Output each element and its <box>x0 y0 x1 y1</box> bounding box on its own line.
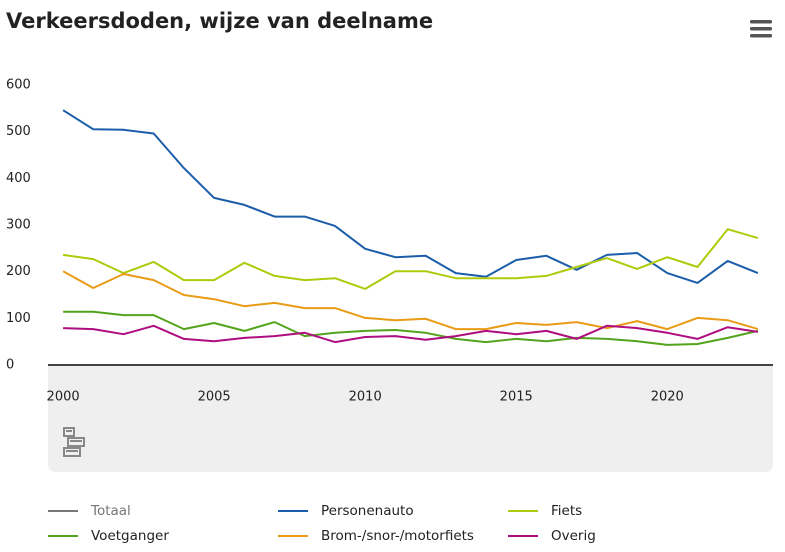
legend-label[interactable]: Fiets <box>551 503 582 519</box>
logo <box>63 427 85 457</box>
series-line <box>62 270 759 331</box>
series-line <box>62 109 759 284</box>
legend-label[interactable]: Personenauto <box>321 503 414 519</box>
series-line <box>63 324 759 344</box>
series-line <box>62 228 759 290</box>
y-tick-label: 200 <box>6 264 31 279</box>
y-tick-label: 100 <box>6 311 31 326</box>
x-tick-label: 2020 <box>651 390 684 405</box>
chart-title: Verkeersdoden, wijze van deelname <box>6 9 433 33</box>
legend-label[interactable]: Voetganger <box>91 528 169 544</box>
legend-label[interactable]: Totaal <box>90 503 131 519</box>
y-tick-label: 600 <box>6 78 31 93</box>
x-tick-label: 2010 <box>349 390 382 405</box>
x-tick-label: 2015 <box>500 390 533 405</box>
y-tick-label: 300 <box>6 218 31 233</box>
x-axis-band <box>48 365 773 472</box>
x-tick-label: 2000 <box>47 390 80 405</box>
menu-button[interactable] <box>750 20 772 38</box>
legend-label[interactable]: Overig <box>551 528 596 544</box>
x-tick-label: 2005 <box>198 390 231 405</box>
y-tick-label: 500 <box>6 124 31 139</box>
y-tick-label: 0 <box>6 358 14 373</box>
series-line <box>63 310 759 346</box>
y-tick-label: 400 <box>6 171 31 186</box>
legend-label[interactable]: Brom-/snor-/motorfiets <box>321 528 474 544</box>
